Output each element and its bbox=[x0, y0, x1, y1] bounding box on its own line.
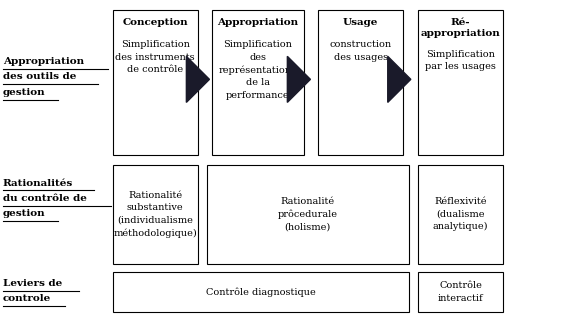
Text: construction
des usages: construction des usages bbox=[329, 40, 392, 61]
FancyBboxPatch shape bbox=[113, 165, 198, 264]
Polygon shape bbox=[287, 56, 310, 102]
Polygon shape bbox=[388, 56, 411, 102]
FancyBboxPatch shape bbox=[113, 10, 198, 155]
Text: des outils de: des outils de bbox=[3, 72, 76, 81]
Text: controle: controle bbox=[3, 294, 51, 303]
Text: du contrôle de: du contrôle de bbox=[3, 194, 87, 203]
Text: Simplification
des
représentations
de la
performance: Simplification des représentations de la… bbox=[219, 40, 297, 100]
FancyBboxPatch shape bbox=[418, 165, 503, 264]
Polygon shape bbox=[186, 56, 209, 102]
Text: Appropriation: Appropriation bbox=[218, 18, 298, 27]
FancyBboxPatch shape bbox=[418, 10, 503, 155]
FancyBboxPatch shape bbox=[418, 272, 503, 312]
Text: Simplification
des instruments
de contrôle: Simplification des instruments de contrô… bbox=[115, 40, 195, 74]
Text: Simplification
par les usages: Simplification par les usages bbox=[425, 50, 496, 71]
Text: Usage: Usage bbox=[343, 18, 379, 27]
Text: Conception: Conception bbox=[122, 18, 188, 27]
Text: Rationalité
substantive
(individualisme
méthodologique): Rationalité substantive (individualisme … bbox=[113, 191, 197, 238]
Text: Leviers de: Leviers de bbox=[3, 279, 62, 288]
Text: Ré-
appropriation: Ré- appropriation bbox=[421, 18, 500, 38]
Text: gestion: gestion bbox=[3, 88, 46, 97]
Text: Contrôle diagnostique: Contrôle diagnostique bbox=[205, 287, 316, 297]
Text: Rationalité
prôcedurale
(holisme): Rationalité prôcedurale (holisme) bbox=[278, 197, 338, 232]
Text: gestion: gestion bbox=[3, 209, 46, 218]
FancyBboxPatch shape bbox=[212, 10, 304, 155]
Text: Contrôle
interactif: Contrôle interactif bbox=[437, 281, 484, 303]
Text: Réflexivité
(dualisme
analytique): Réflexivité (dualisme analytique) bbox=[433, 197, 488, 231]
Text: Rationalités: Rationalités bbox=[3, 179, 73, 188]
Text: Appropriation: Appropriation bbox=[3, 57, 84, 66]
FancyBboxPatch shape bbox=[113, 272, 409, 312]
FancyBboxPatch shape bbox=[318, 10, 403, 155]
FancyBboxPatch shape bbox=[207, 165, 409, 264]
